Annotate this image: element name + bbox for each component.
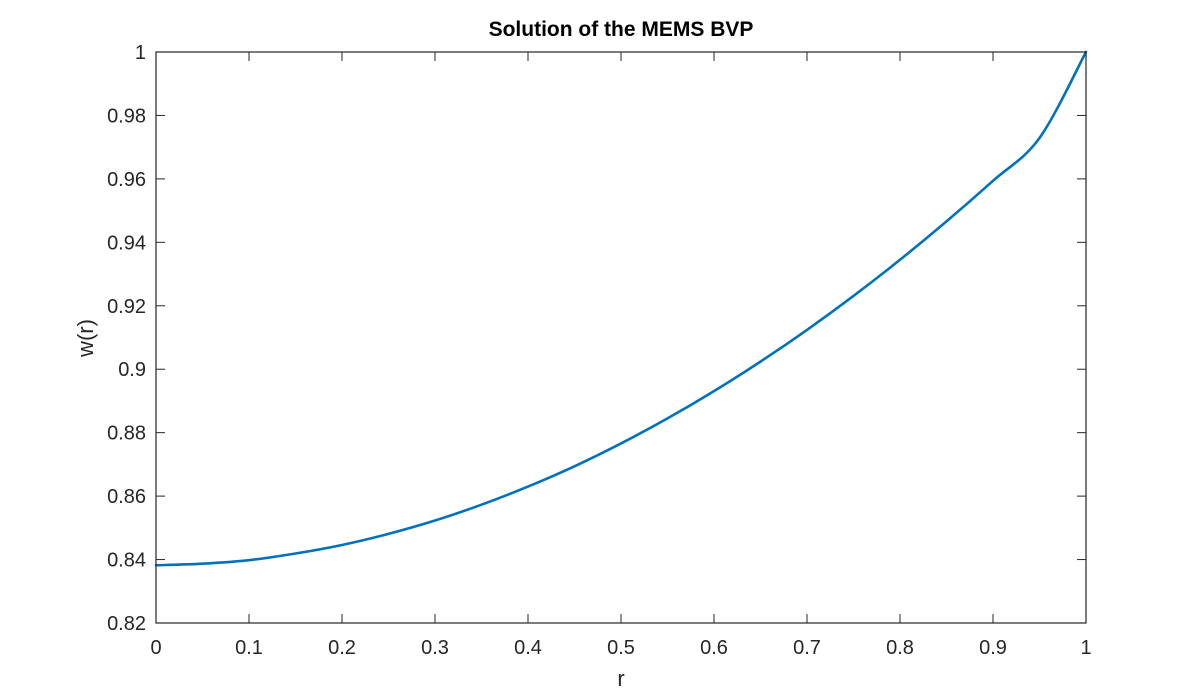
y-tick-label: 0.82 (107, 613, 146, 635)
x-tick-label: 0.1 (235, 637, 263, 659)
x-tick-label: 0.8 (886, 637, 914, 659)
x-tick-label: 0.6 (700, 637, 728, 659)
x-tick-label: 0.5 (607, 637, 635, 659)
axes-box (155, 51, 1087, 624)
x-tick-label: 0.2 (328, 637, 356, 659)
y-tick-label: 0.9 (118, 359, 146, 381)
x-tick-label: 0.7 (793, 637, 821, 659)
axis-ticks: 0 0.1 0.2 0.3 0.4 0.5 0.6 0.7 0.8 0.9 1 0.82 0.84 0.8… (107, 42, 1092, 659)
y-tick-label: 0.96 (107, 169, 146, 191)
y-tick-label: 1 (135, 42, 146, 64)
x-tick-label: 0.9 (979, 637, 1007, 659)
x-tick-label: 1 (1080, 637, 1091, 659)
y-tick-label: 0.94 (107, 232, 146, 254)
y-tick-label: 0.98 (107, 105, 146, 127)
y-tick-label: 0.84 (107, 550, 146, 572)
solution-curve (154, 50, 1088, 567)
x-tick-label: 0.3 (421, 637, 449, 659)
y-tick-label: 0.86 (107, 486, 146, 508)
x-tick-label: 0.4 (514, 637, 542, 659)
y-tick-label: 0.88 (107, 423, 146, 445)
x-tick-label: 0 (150, 637, 161, 659)
x-axis-label: r (617, 666, 625, 691)
y-tick-label: 0.92 (107, 296, 146, 318)
chart-title: Solution of the MEMS BVP (488, 18, 754, 41)
